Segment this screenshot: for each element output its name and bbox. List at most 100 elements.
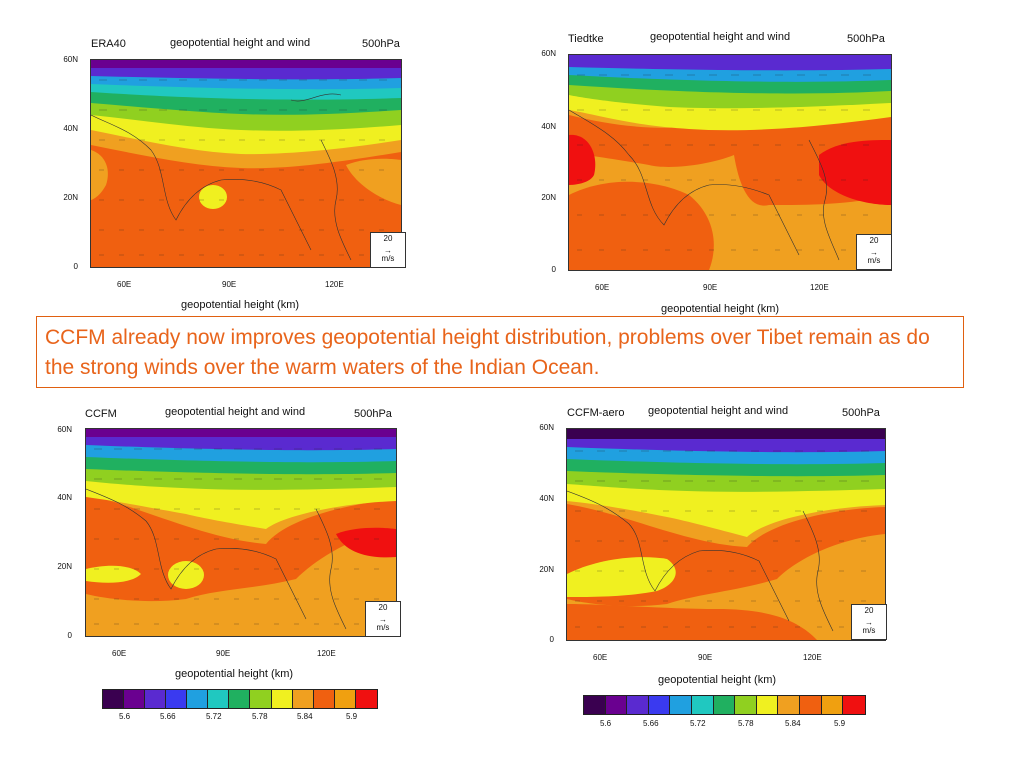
colorbar-swatch <box>355 690 377 708</box>
colorbar-label: 5.6 <box>119 712 131 721</box>
panel-title: geopotential height and wind <box>650 31 791 43</box>
height-field <box>567 429 885 640</box>
arrow-right-icon: → <box>865 618 873 627</box>
colorbar-swatch <box>843 696 865 714</box>
panel-name: CCFM-aero <box>567 407 625 419</box>
reference-value: 20 <box>869 236 879 245</box>
reference-vector: 20 → m/s <box>851 604 887 640</box>
y-tick: 0 <box>549 635 554 644</box>
reference-unit: m/s <box>381 254 395 263</box>
colorbar-swatch <box>208 690 230 708</box>
colorbar-right <box>583 695 866 715</box>
colorbar-label: 5.66 <box>160 712 176 721</box>
x-tick: 90E <box>222 280 237 289</box>
colorbar-label: 5.78 <box>738 719 754 728</box>
colorbar-label: 5.9 <box>346 712 358 721</box>
x-tick: 90E <box>216 649 231 658</box>
x-tick: 60E <box>112 649 127 658</box>
panel-name: ERA40 <box>91 38 126 50</box>
colorbar-swatch <box>648 696 671 714</box>
colorbar-swatch <box>584 696 606 714</box>
reference-vector: 20 → m/s <box>365 601 401 637</box>
colorbar-swatch <box>292 690 314 708</box>
y-tick: 20N <box>63 193 78 202</box>
colorbar-swatch <box>735 696 757 714</box>
x-tick: 120E <box>803 653 822 662</box>
x-tick: 120E <box>325 280 344 289</box>
reference-unit: m/s <box>862 626 876 635</box>
colorbar-label: 5.72 <box>690 719 706 728</box>
colorbar-swatch <box>778 696 801 714</box>
colorbar-swatch <box>756 696 779 714</box>
colorbar-swatch <box>821 696 844 714</box>
panel-level: 500hPa <box>362 38 400 50</box>
y-tick: 60N <box>541 49 556 58</box>
x-tick: 90E <box>703 283 718 292</box>
panel-title: geopotential height and wind <box>170 37 311 49</box>
panel-level: 500hPa <box>842 407 880 419</box>
arrow-right-icon: → <box>384 246 392 255</box>
reference-unit: m/s <box>376 623 390 632</box>
height-field <box>86 429 396 636</box>
colorbar-swatch <box>103 690 125 708</box>
x-tick: 60E <box>117 280 132 289</box>
map-plot <box>566 428 886 641</box>
y-tick: 0 <box>73 262 78 271</box>
height-field <box>569 55 891 270</box>
y-tick: 60N <box>63 55 78 64</box>
height-field <box>91 60 401 267</box>
arrow-right-icon: → <box>870 248 878 257</box>
colorbar-swatch <box>313 690 335 708</box>
y-tick: 40N <box>57 493 72 502</box>
colorbar-swatch <box>187 690 209 708</box>
x-axis-label: geopotential height (km) <box>661 303 780 315</box>
map-plot <box>568 54 892 271</box>
colorbar-swatch <box>627 696 649 714</box>
colorbar-swatch <box>166 690 188 708</box>
panel-title: geopotential height and wind <box>165 406 306 418</box>
reference-unit: m/s <box>867 256 881 265</box>
colorbar-swatch <box>334 690 356 708</box>
colorbar-label: 5.84 <box>785 719 801 728</box>
colorbar-label: 5.78 <box>252 712 268 721</box>
colorbar-swatch <box>670 696 693 714</box>
colorbar-label: 5.9 <box>834 719 846 728</box>
colorbar-swatch <box>145 690 167 708</box>
y-tick: 0 <box>67 631 72 640</box>
panel-level: 500hPa <box>847 33 885 45</box>
panel-name: CCFM <box>85 408 117 420</box>
panel-title: geopotential height and wind <box>648 405 789 417</box>
x-tick: 60E <box>595 283 610 292</box>
x-axis-label: geopotential height (km) <box>658 674 777 686</box>
colorbar-label: 5.66 <box>643 719 659 728</box>
colorbar-label: 5.6 <box>600 719 612 728</box>
colorbar-label: 5.72 <box>206 712 222 721</box>
y-tick: 20N <box>57 562 72 571</box>
colorbar-swatch <box>605 696 628 714</box>
colorbar-swatch <box>250 690 272 708</box>
y-tick: 40N <box>541 122 556 131</box>
y-tick: 20N <box>539 565 554 574</box>
panel-name: Tiedtke <box>568 33 604 45</box>
x-tick: 120E <box>317 649 336 658</box>
map-plot <box>85 428 397 637</box>
y-tick: 60N <box>57 425 72 434</box>
y-tick: 0 <box>551 265 556 274</box>
y-tick: 40N <box>539 494 554 503</box>
x-axis-label: geopotential height (km) <box>175 668 294 680</box>
x-axis-label: geopotential height (km) <box>181 299 300 311</box>
callout-text: CCFM already now improves geopotential h… <box>36 316 964 388</box>
colorbar-swatch <box>800 696 822 714</box>
y-tick: 40N <box>63 124 78 133</box>
map-plot <box>90 59 402 268</box>
arrow-right-icon: → <box>379 615 387 624</box>
x-tick: 90E <box>698 653 713 662</box>
colorbar-left <box>102 689 378 709</box>
y-tick: 60N <box>539 423 554 432</box>
colorbar-swatch <box>271 690 293 708</box>
x-tick: 120E <box>810 283 829 292</box>
colorbar-swatch <box>124 690 146 708</box>
reference-value: 20 <box>383 234 393 243</box>
y-tick: 20N <box>541 193 556 202</box>
reference-value: 20 <box>864 606 874 615</box>
